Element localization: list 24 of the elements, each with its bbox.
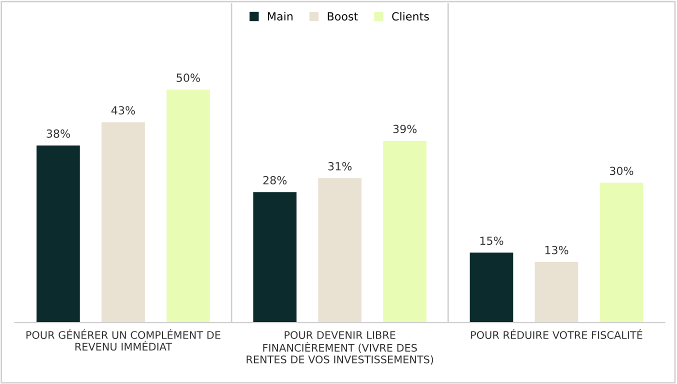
bar — [166, 90, 210, 323]
bar — [253, 192, 297, 323]
x-tick-label: POUR GÉNÉRER UN COMPLÉMENT DE REVENU IMMÉDIAT — [26, 329, 220, 351]
legend-label: Boost — [328, 12, 358, 21]
legend-label: Main — [268, 12, 293, 21]
legend-label: Clients — [392, 12, 429, 21]
x-tick-label: POUR DEVENIR LIBRE FINANCIÈREMENT (VIVRE DES RENTES DE VOS INVESTISSEMENTS) — [246, 331, 434, 365]
bar — [318, 178, 362, 323]
bar — [383, 140, 427, 323]
data-label: 15% — [480, 236, 504, 245]
x-tick-label: POUR RÉDUIRE VOTRE FISCALITÉ — [471, 329, 642, 339]
bar — [600, 182, 644, 323]
bar — [102, 122, 145, 323]
data-label: 31% — [328, 162, 352, 170]
data-label: 30% — [610, 166, 634, 176]
bar — [470, 252, 514, 323]
data-label: 28% — [263, 176, 287, 184]
data-label: 43% — [111, 106, 135, 115]
bar — [534, 262, 578, 323]
bar — [36, 146, 80, 323]
data-label: 39% — [393, 124, 417, 134]
data-label: 13% — [545, 246, 568, 254]
data-label: 50% — [176, 74, 200, 82]
data-label: 38% — [46, 129, 70, 138]
